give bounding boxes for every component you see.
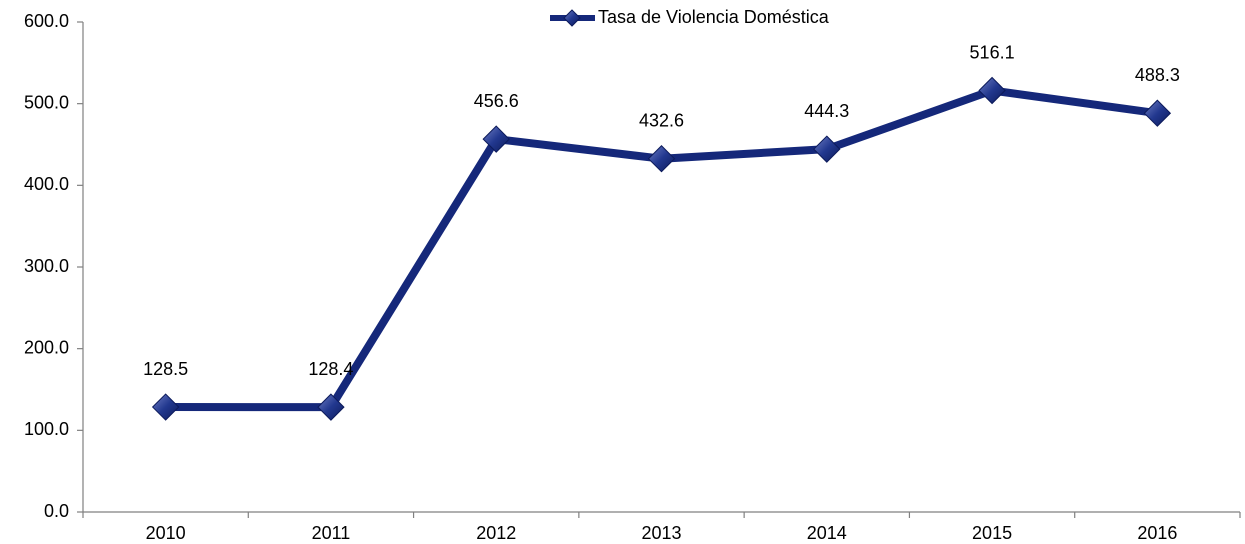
data-point (978, 76, 1006, 105)
y-tick-label: 100.0 (24, 419, 69, 439)
y-tick-label: 600.0 (24, 11, 69, 31)
y-tick-label: 500.0 (24, 92, 69, 112)
data-label: 128.5 (143, 359, 188, 379)
data-label: 488.3 (1135, 65, 1180, 85)
data-point (151, 393, 180, 421)
y-tick-label: 400.0 (24, 174, 69, 194)
x-tick-label: 2014 (807, 523, 847, 543)
y-tick-label: 300.0 (24, 256, 69, 276)
x-tick-label: 2013 (641, 523, 681, 543)
data-point (1143, 99, 1172, 127)
x-tick-label: 2010 (146, 523, 186, 543)
data-label: 432.6 (639, 110, 684, 130)
data-point (647, 145, 676, 173)
legend-marker (563, 9, 581, 27)
y-tick-label: 0.0 (44, 501, 69, 521)
legend-label: Tasa de Violencia Doméstica (598, 7, 830, 27)
data-point (482, 125, 510, 153)
x-tick-label: 2016 (1137, 523, 1177, 543)
x-tick-label: 2012 (476, 523, 516, 543)
data-label: 516.1 (970, 42, 1015, 62)
data-label: 128.4 (308, 359, 353, 379)
data-point (317, 393, 345, 421)
x-tick-label: 2015 (972, 523, 1012, 543)
data-point (813, 135, 841, 163)
x-tick-label: 2011 (312, 523, 351, 543)
y-tick-label: 200.0 (24, 337, 69, 357)
data-label: 444.3 (804, 101, 849, 121)
data-label: 456.6 (474, 91, 519, 111)
